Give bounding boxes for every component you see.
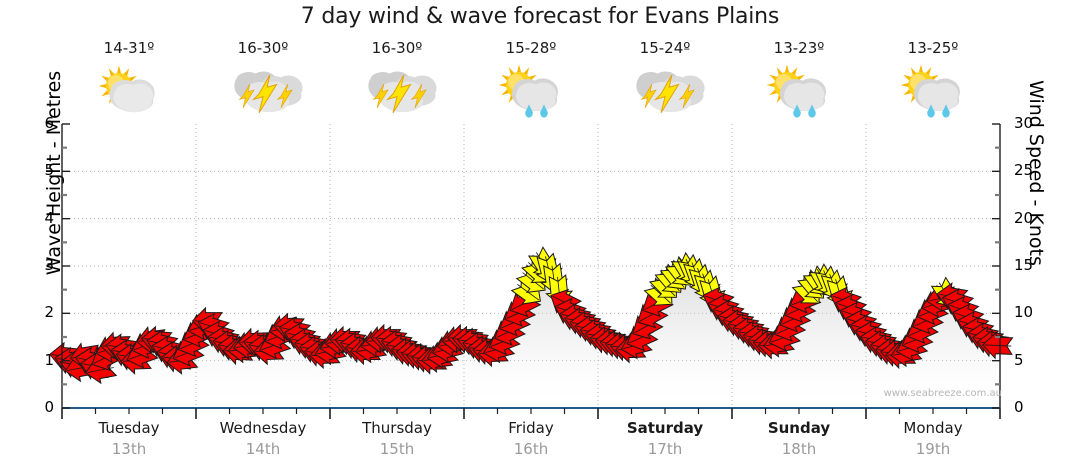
sun-cloud-rain-icon (461, 60, 601, 122)
right-tick-label: 25 (1014, 161, 1034, 180)
day-header-friday: 15-28º (461, 38, 601, 122)
day-header-monday: 13-25º (863, 38, 1003, 122)
day-date: 19th (915, 440, 951, 458)
day-name: Tuesday (98, 419, 160, 437)
right-tick-label: 30 (1014, 114, 1034, 132)
day-temperature-range: 16-30º (371, 39, 423, 57)
day-name: Friday (508, 419, 554, 437)
left-tick-label: 0 (44, 398, 54, 416)
sun-cloud-rain-icon (729, 60, 869, 122)
day-temperature-range: 13-25º (907, 39, 959, 57)
page-title: 7 day wind & wave forecast for Evans Pla… (300, 4, 780, 29)
day-footer-sunday: Sunday 18th (719, 418, 879, 460)
sun-cloud-rain-icon (863, 60, 1003, 122)
day-date: 16th (513, 440, 549, 458)
left-tick-label: 4 (44, 208, 54, 227)
day-header-saturday: 15-24º (595, 38, 735, 122)
thunderstorm-icon (193, 60, 333, 122)
day-footer-thursday: Thursday 15th (317, 418, 477, 460)
day-header-thursday: 16-30º (327, 38, 467, 122)
thunderstorm-icon (327, 60, 467, 122)
left-tick-label: 1 (44, 350, 54, 369)
watermark: www.seabreeze.com.au (883, 388, 1002, 399)
day-header-sunday: 13-23º (729, 38, 869, 122)
left-tick-label: 3 (44, 256, 54, 274)
left-tick-label: 2 (44, 303, 54, 322)
day-date: 13th (111, 440, 147, 458)
wind-arrows (49, 246, 1014, 385)
right-tick-label: 15 (1014, 256, 1034, 274)
right-tick-label: 0 (1014, 398, 1024, 416)
sun-cloud-icon (59, 60, 199, 122)
day-name: Saturday (626, 419, 704, 437)
day-header-tuesday: 14-31º (59, 38, 199, 122)
left-tick-label: 6 (44, 114, 54, 132)
day-date: 17th (647, 440, 683, 458)
wave-height-band (64, 280, 998, 408)
day-footer-monday: Monday 19th (853, 418, 1013, 460)
day-footer-tuesday: Tuesday 13th (49, 418, 209, 460)
right-tick-label: 20 (1014, 208, 1034, 227)
thunderstorm-icon (595, 60, 735, 122)
day-temperature-range: 14-31º (103, 39, 155, 57)
day-name: Thursday (362, 419, 432, 437)
day-date: 18th (781, 440, 817, 458)
day-footer-saturday: Saturday 17th (585, 418, 745, 460)
day-date: 15th (379, 440, 415, 458)
right-tick-label: 10 (1014, 303, 1034, 322)
day-temperature-range: 15-24º (639, 39, 691, 57)
day-date: 14th (245, 440, 281, 458)
right-tick-label: 5 (1014, 350, 1024, 369)
day-name: Wednesday (219, 419, 307, 437)
day-header-wednesday: 16-30º (193, 38, 333, 122)
day-temperature-range: 13-23º (773, 39, 825, 57)
left-tick-label: 5 (44, 161, 54, 180)
axis-lines (61, 123, 1001, 419)
day-temperature-range: 16-30º (237, 39, 289, 57)
day-name: Sunday (767, 419, 831, 437)
day-footer-friday: Friday 16th (451, 418, 611, 460)
day-temperature-range: 15-28º (505, 39, 557, 57)
day-name: Monday (903, 419, 963, 437)
day-footer-wednesday: Wednesday 14th (183, 418, 343, 460)
